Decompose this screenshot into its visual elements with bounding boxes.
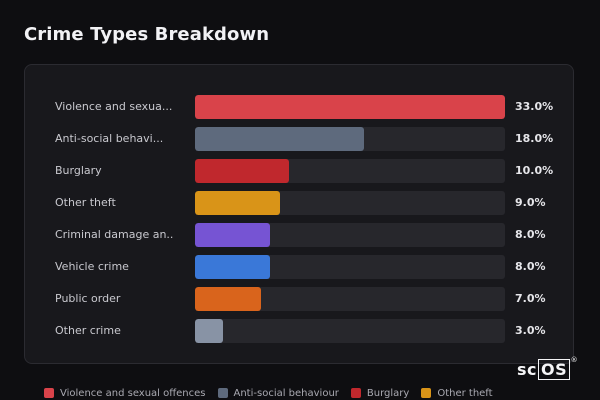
bar-row: Violence and sexua... 33.0% [25,95,575,119]
bar-value-label: 10.0% [515,164,554,177]
bar-label: Violence and sexua... [55,100,173,113]
bar-row: Public order 7.0% [25,287,575,311]
bar[interactable] [195,319,223,343]
bar-track [195,223,505,247]
bar-row: Anti-social behavi... 18.0% [25,127,575,151]
bar[interactable] [195,287,261,311]
bar-value-label: 8.0% [515,260,546,273]
legend-label: Other theft [437,387,493,399]
bar-value-label: 3.0% [515,324,546,337]
brand-boxed: OS [538,359,571,380]
bar-value-label: 7.0% [515,292,546,305]
legend-swatch [421,388,432,398]
bar[interactable] [195,191,280,215]
registered-mark: ® [570,356,579,364]
bar-label: Other theft [55,196,116,209]
bar-track [195,255,505,279]
bar-value-label: 8.0% [515,228,546,241]
bar-row: Vehicle crime 8.0% [25,255,575,279]
legend-item[interactable]: Anti-social behaviour [217,387,339,399]
bar-label: Vehicle crime [55,260,129,273]
bar-track [195,191,505,215]
legend-item[interactable]: Burglary [350,387,410,399]
bar-label: Criminal damage an... [55,228,173,241]
bar-label: Anti-social behavi... [55,132,164,145]
legend-swatch [217,388,228,398]
legend-label: Burglary [366,387,410,399]
legend-label: Violence and sexual offences [60,387,206,399]
bar[interactable] [195,127,364,151]
bar-track [195,127,505,151]
bar-row: Criminal damage an... 8.0% [25,223,575,247]
bar[interactable] [195,159,289,183]
bar-track [195,319,505,343]
bar-row: Burglary 10.0% [25,159,575,183]
chart-legend: Violence and sexual offences Anti-social … [44,386,505,400]
bar-value-label: 9.0% [515,196,546,209]
legend-swatch [44,388,54,398]
brand-prefix: sc [517,360,538,379]
legend-swatch [350,388,361,398]
bar-value-label: 18.0% [515,132,554,145]
bar-row: Other crime 3.0% [25,319,575,343]
bar-label: Public order [55,292,121,305]
brand-logo: sc OS ® [517,356,578,380]
bar[interactable] [195,95,505,119]
bar-value-label: 33.0% [515,100,554,113]
legend-label: Anti-social behaviour [233,387,339,399]
bar-track [195,159,505,183]
bar-track [195,287,505,311]
chart-card: Violence and sexua... 33.0% Anti-social be… [24,64,574,364]
bar-label: Other crime [55,324,121,337]
page-title: Crime Types Breakdown [24,24,270,45]
legend-item[interactable]: Violence and sexual offences [44,388,206,399]
bar[interactable] [195,223,270,247]
bar[interactable] [195,255,270,279]
bar-label: Burglary [55,164,102,177]
legend-item[interactable]: Other theft [421,387,493,399]
bar-row: Other theft 9.0% [25,191,575,215]
bar-track [195,95,505,119]
